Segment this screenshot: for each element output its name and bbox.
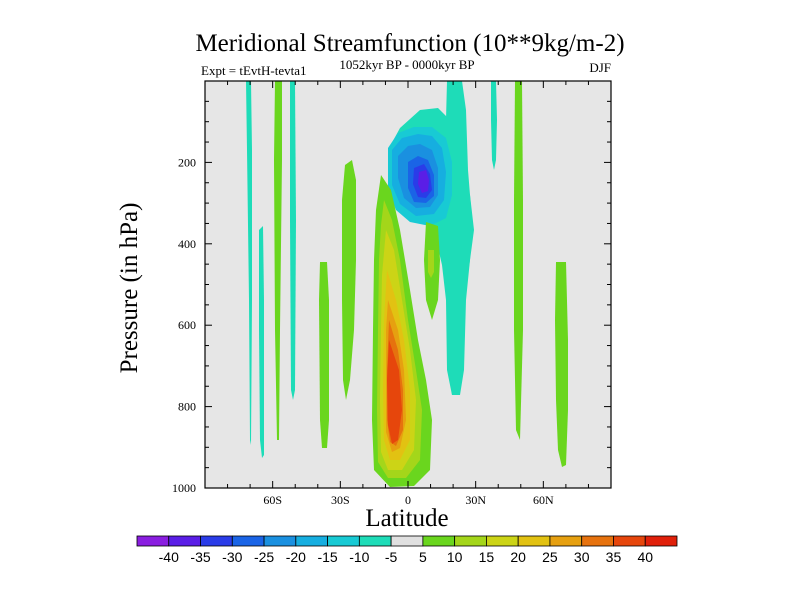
chart-title: Meridional Streamfunction (10**9kg/m-2): [195, 30, 624, 57]
colorbar-swatch: [295, 535, 328, 547]
contour-yellow-mid: [428, 250, 434, 278]
colorbar-label: 20: [510, 549, 526, 565]
contour-green-left-2: [319, 262, 329, 448]
x-tick-label: 60N: [533, 493, 554, 507]
right-string: DJF: [589, 60, 611, 75]
colorbar: -40 -35 -30 -25 -20 -15 -10 -5 5 10 15 20 25 30 35 40: [136, 535, 678, 565]
colorbar-label: 35: [606, 549, 622, 565]
left-string: Expt = tEvtH-tevta1: [201, 63, 307, 78]
center-string: 1052kyr BP - 0000kyr BP: [339, 57, 474, 72]
colorbar-swatch: [136, 535, 170, 547]
colorbar-label: -35: [190, 549, 210, 565]
colorbar-label: -25: [254, 549, 274, 565]
colorbar-label: -20: [286, 549, 306, 565]
contour-green-strip-2: [514, 81, 523, 440]
y-tick-label: 1000: [172, 481, 196, 495]
colorbar-label: -30: [222, 549, 242, 565]
colorbar-swatch: [581, 535, 614, 547]
colorbar-swatch: [263, 535, 297, 547]
colorbar-label: 15: [479, 549, 495, 565]
colorbar-swatch: [549, 535, 583, 547]
colorbar-label: 25: [542, 549, 558, 565]
colorbar-swatch: [644, 535, 678, 547]
y-tick-label: 600: [178, 318, 196, 332]
contour-green-strip-1: [274, 81, 282, 440]
y-axis-title: Pressure (in hPa): [116, 203, 143, 374]
colorbar-swatch: [486, 535, 519, 547]
contour-cyan-strip-5: [491, 81, 497, 170]
colorbar-label: 5: [419, 549, 427, 565]
x-tick-label: 0: [405, 493, 411, 507]
x-tick-label: 30N: [465, 493, 486, 507]
contour-cyan-strip-1: [246, 81, 252, 445]
colorbar-swatch: [613, 535, 646, 547]
colorbar-swatch: [454, 535, 487, 547]
contour-green-strip-3: [555, 262, 568, 467]
contour-cyan-strip-4: [446, 81, 472, 395]
colorbar-swatch: [390, 535, 424, 547]
colorbar-label: -10: [349, 549, 369, 565]
colorbar-swatch: [358, 535, 392, 547]
contour-neg-m30: [418, 170, 429, 193]
colorbar-swatch: [200, 535, 233, 547]
colorbar-swatch: [168, 535, 201, 547]
colorbar-label: 40: [637, 549, 653, 565]
colorbar-swatch: [327, 535, 360, 547]
colorbar-label: -5: [385, 549, 398, 565]
x-tick-label: 60S: [263, 493, 282, 507]
contour-fills: [246, 81, 568, 487]
x-axis-title: Latitude: [365, 505, 448, 532]
contour-green-left-1: [342, 160, 356, 400]
colorbar-label: -40: [159, 549, 179, 565]
contour-cyan-strip-2: [259, 226, 264, 458]
colorbar-swatch: [422, 535, 456, 547]
colorbar-label: 10: [447, 549, 463, 565]
colorbar-label: 30: [574, 549, 590, 565]
x-tick-label: 30S: [331, 493, 350, 507]
colorbar-swatch: [517, 535, 551, 547]
colorbar-swatch: [231, 535, 265, 547]
y-tick-label: 400: [178, 237, 196, 251]
y-tick-label: 800: [178, 400, 196, 414]
contour-pos-35: [387, 340, 402, 444]
contour-cyan-strip-3: [290, 81, 296, 400]
axes-layer: 60S 30S 0 30N 60N 200 400 600 800 1000: [172, 81, 612, 507]
y-tick-label: 200: [178, 155, 196, 169]
colorbar-label: -15: [317, 549, 337, 565]
